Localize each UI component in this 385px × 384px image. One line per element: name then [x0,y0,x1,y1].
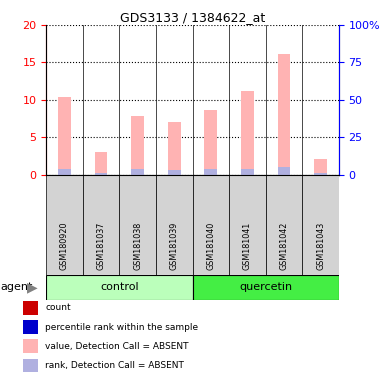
Text: GSM180920: GSM180920 [60,221,69,270]
Text: count: count [45,303,71,313]
Bar [241,169,254,175]
Text: GSM181037: GSM181037 [97,221,105,270]
Bar [23,339,38,353]
Text: agent: agent [0,282,32,292]
Bar [278,167,290,175]
Text: GSM181043: GSM181043 [316,221,325,270]
Bar [95,152,107,175]
Text: percentile rank within the sample: percentile rank within the sample [45,323,199,332]
Bar [23,301,38,315]
Bar [58,97,71,175]
Text: value, Detection Call = ABSENT: value, Detection Call = ABSENT [45,342,189,351]
Text: ▶: ▶ [27,280,38,294]
Bar [314,159,327,175]
Bar [156,175,192,275]
Bar [229,175,266,275]
Text: control: control [100,282,139,292]
Title: GDS3133 / 1384622_at: GDS3133 / 1384622_at [120,11,265,24]
Bar [131,116,144,175]
Bar [58,169,71,175]
Bar [95,173,107,175]
Bar [83,175,119,275]
Bar [241,91,254,175]
Text: rank, Detection Call = ABSENT: rank, Detection Call = ABSENT [45,361,184,370]
Bar [23,359,38,372]
Text: GSM181041: GSM181041 [243,221,252,270]
Text: GSM181038: GSM181038 [133,221,142,270]
Bar [46,275,192,300]
Bar [168,170,181,175]
Bar [192,175,229,275]
Text: GSM181040: GSM181040 [206,221,215,270]
Bar [168,122,181,175]
Bar [46,175,83,275]
Bar [278,54,290,175]
Bar [314,173,327,175]
Text: quercetin: quercetin [239,282,292,292]
Bar [204,169,217,175]
Bar [302,175,339,275]
Bar [131,169,144,175]
Bar [266,175,302,275]
Bar [119,175,156,275]
Bar [204,110,217,175]
Bar [23,320,38,334]
Text: GSM181039: GSM181039 [170,221,179,270]
Bar [192,275,339,300]
Text: GSM181042: GSM181042 [280,221,288,270]
